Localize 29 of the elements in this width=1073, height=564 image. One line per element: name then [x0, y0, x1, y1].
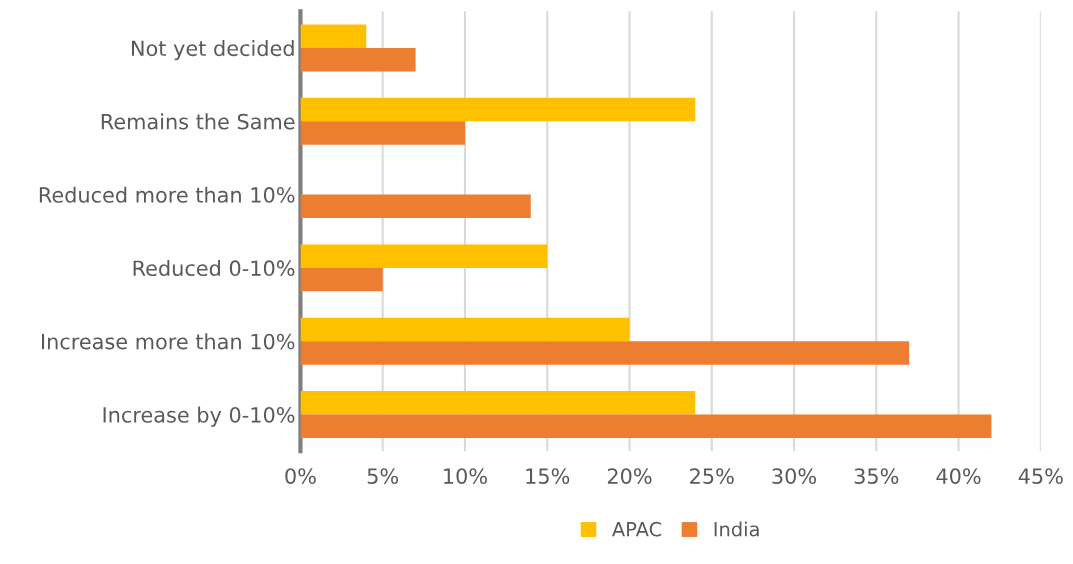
y-tick-label: Remains the Same — [101, 113, 295, 130]
x-tick-label: 40% — [936, 468, 981, 484]
legend-label: India — [714, 521, 759, 537]
x-tick-label: 35% — [854, 468, 899, 484]
bar — [300, 267, 383, 292]
x-tick-label: 20% — [607, 468, 652, 484]
x-tick-label: 15% — [526, 468, 570, 484]
bar — [300, 24, 367, 48]
y-tick-label: Increase by 0-10% — [103, 406, 295, 427]
y-tick-label: Reduced 0-10% — [133, 259, 295, 277]
y-tick-label: Not yet decided — [132, 40, 294, 61]
bar — [300, 244, 548, 268]
legend-label: APAC — [612, 521, 662, 537]
x-tick-label: 25% — [690, 468, 734, 484]
bar — [300, 194, 531, 219]
x-tick-label: 0% — [285, 468, 316, 484]
bar — [300, 97, 696, 122]
x-tick-label: 10% — [444, 468, 487, 484]
bar — [300, 341, 910, 365]
y-tick-label: Increase more than 10% — [42, 333, 295, 350]
bar — [300, 121, 465, 145]
x-tick-label: 30% — [772, 468, 817, 484]
bar — [300, 391, 696, 415]
x-tick-label: 45% — [1018, 468, 1063, 484]
bar — [300, 47, 416, 72]
y-tick-label: Reduced more than 10% — [39, 186, 295, 203]
bar — [300, 317, 630, 342]
bar — [300, 414, 992, 438]
x-tick-label: 5% — [367, 468, 399, 484]
